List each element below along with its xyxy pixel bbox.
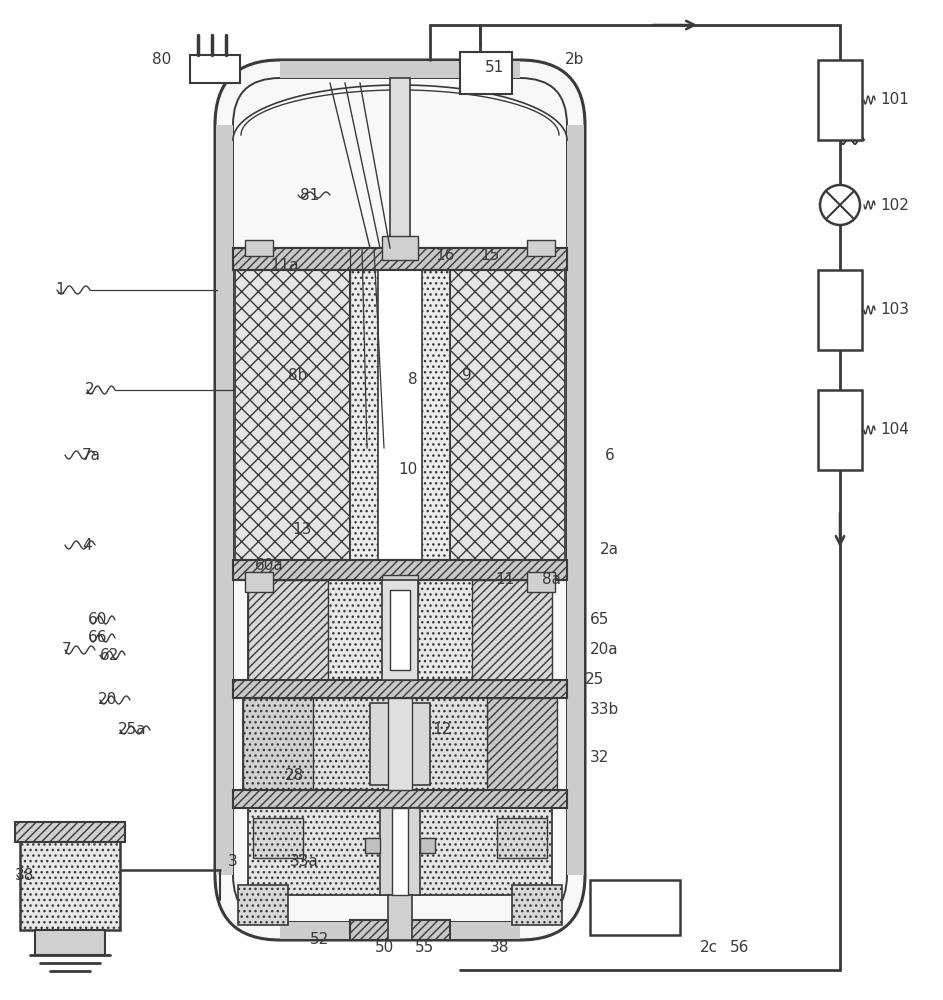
Bar [590,880,680,935]
Text: 28: 28 [285,768,305,782]
Bar [248,580,328,680]
Bar [382,575,418,600]
Text: 2b: 2b [565,52,585,68]
Bar [245,572,273,592]
Bar [253,818,303,858]
Text: 25a: 25a [118,722,146,738]
Text: 12: 12 [432,722,452,738]
Bar [378,270,422,560]
Text: 65: 65 [590,612,609,628]
Text: 33b: 33b [590,702,620,718]
Bar [245,240,273,256]
Bar [487,698,557,790]
Bar [243,698,557,790]
Text: 38: 38 [15,867,34,882]
Bar [818,270,862,350]
Bar [382,236,418,260]
Text: 104: 104 [880,422,909,438]
Text: 10: 10 [398,462,417,478]
Bar [233,790,567,808]
Bar [512,885,562,925]
Bar [527,572,555,592]
Bar [818,390,862,470]
Text: 51: 51 [485,60,505,76]
Text: 8: 8 [408,372,418,387]
Text: 101: 101 [880,93,909,107]
Text: 50: 50 [375,940,394,956]
Text: 60a: 60a [255,558,284,572]
Text: 11a: 11a [270,257,299,272]
Text: 102: 102 [880,198,909,213]
Bar [280,61,520,78]
Text: 55: 55 [415,940,434,956]
Text: 16: 16 [435,247,455,262]
Bar [233,248,567,270]
Bar [390,590,410,670]
Circle shape [820,185,860,225]
Text: 25: 25 [585,672,604,688]
Text: 8b: 8b [288,367,307,382]
Text: 7a: 7a [82,448,101,462]
Bar [350,920,450,940]
Text: 3: 3 [228,854,238,869]
Text: 1: 1 [55,282,65,298]
Bar [233,680,567,698]
Bar [527,240,555,256]
Bar [248,580,552,680]
Text: 9: 9 [462,367,472,382]
Text: 20a: 20a [590,643,619,658]
Text: 80: 80 [152,52,172,68]
Bar [243,698,313,790]
Bar [388,698,412,790]
Bar [450,270,565,560]
Text: 4: 4 [82,538,91,552]
Bar [235,270,350,560]
Bar [388,895,412,940]
Text: 15: 15 [480,247,499,262]
Text: 33a: 33a [290,854,319,869]
Text: 20: 20 [98,692,117,708]
Text: 7: 7 [62,643,72,658]
Text: 103: 103 [880,302,909,318]
Text: 2c: 2c [700,940,719,956]
Text: 2a: 2a [600,542,619,558]
Text: 81: 81 [300,188,320,202]
Bar [238,885,288,925]
Text: 56: 56 [730,940,750,956]
Text: 62: 62 [100,648,120,662]
Bar [392,808,408,895]
Bar [420,838,435,853]
Text: 13: 13 [292,522,311,538]
Bar [190,55,240,83]
Bar [567,125,584,875]
Text: 38: 38 [490,940,509,956]
Text: 11: 11 [495,572,514,587]
Text: 60: 60 [88,612,108,628]
Bar [472,580,552,680]
Bar [233,560,567,580]
Bar [818,60,862,140]
Bar [380,808,420,895]
Text: 66: 66 [88,631,108,646]
Text: 8a: 8a [542,572,561,587]
Bar [15,822,125,842]
Bar [390,78,410,248]
Bar [35,930,105,955]
Bar [280,922,520,939]
Text: 2: 2 [85,382,94,397]
Text: 52: 52 [310,932,329,948]
Bar [497,818,547,858]
Bar [460,52,512,94]
Text: 32: 32 [590,750,609,766]
Bar [350,270,450,560]
Bar [248,808,552,895]
Bar [382,580,418,680]
Bar [370,703,430,785]
Text: 6: 6 [605,448,615,462]
PathPatch shape [215,60,585,940]
Bar [20,840,120,930]
Bar [216,125,233,875]
Bar [365,838,380,853]
